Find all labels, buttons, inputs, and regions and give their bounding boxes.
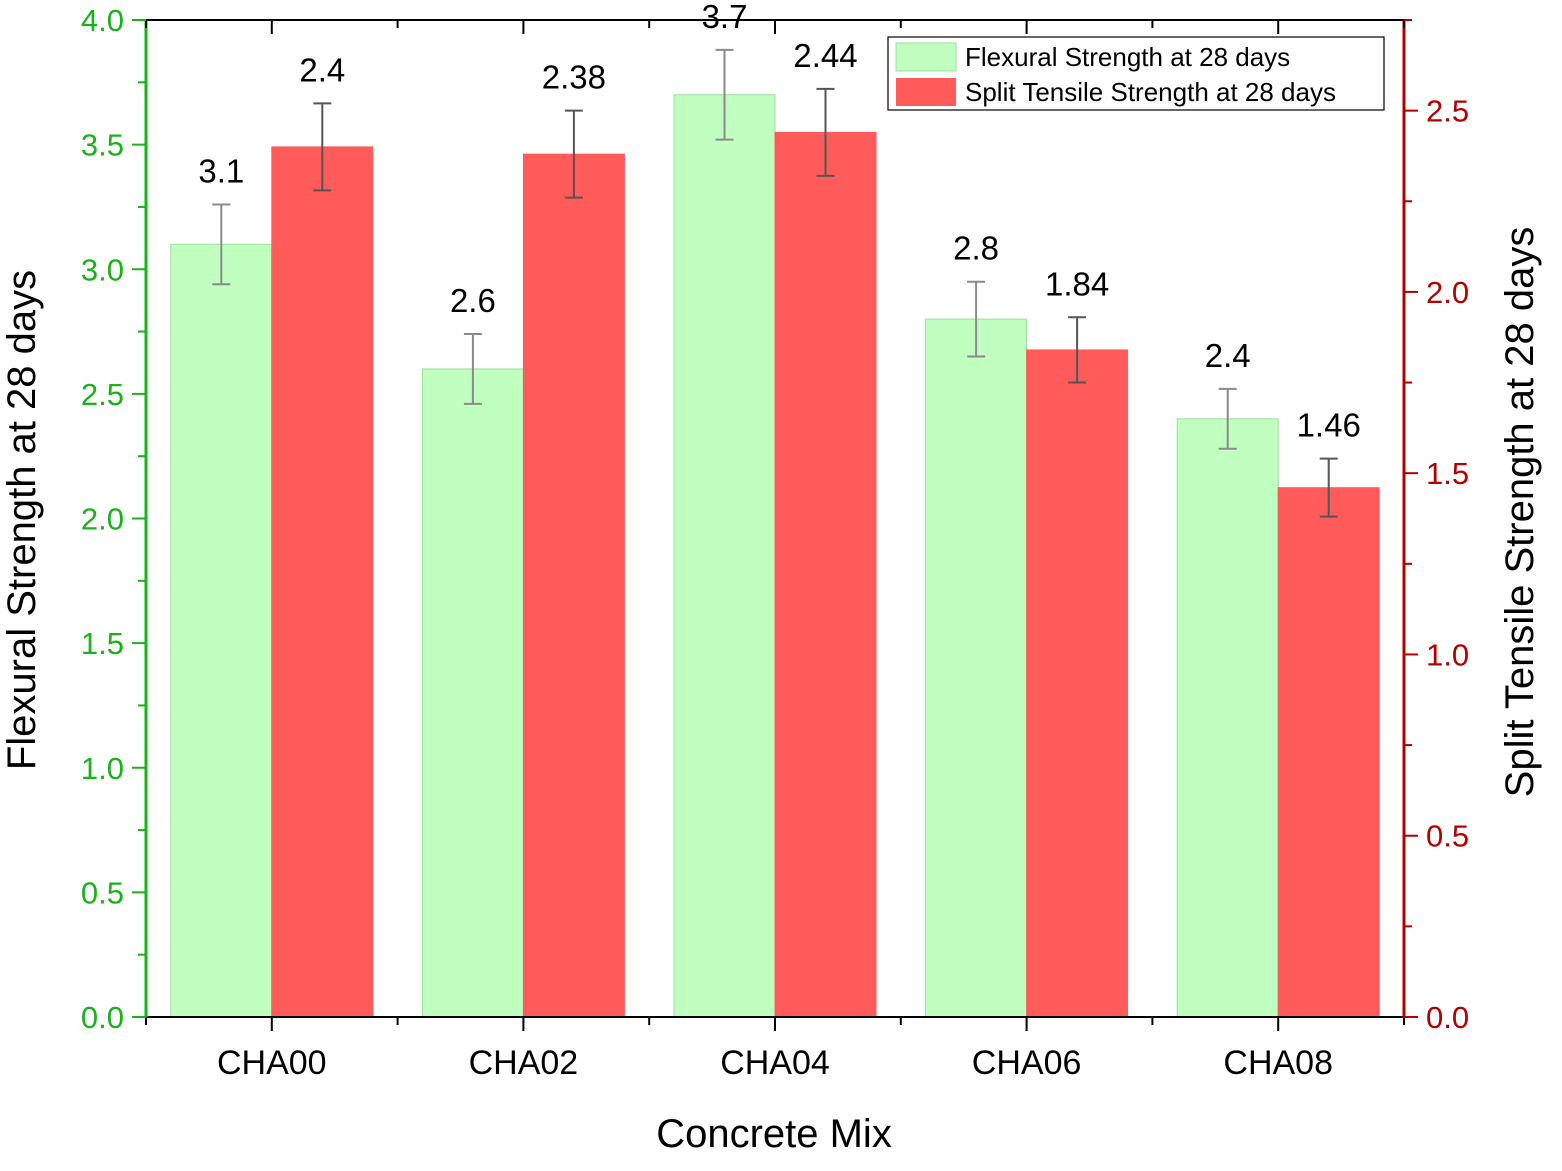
legend-swatch-split-tensile: [896, 78, 956, 106]
bar-split-tensile-cha06: [1027, 350, 1128, 1017]
left-axis-title: Flexural Strength at 28 days: [0, 270, 44, 770]
left-tick-label: 2.0: [81, 502, 124, 537]
x-tick-label-cha08: CHA08: [1223, 1044, 1333, 1082]
bar-split-tensile-cha04: [775, 132, 876, 1017]
legend-label-flexural: Flexural Strength at 28 days: [965, 42, 1290, 72]
x-axis-title: Concrete Mix: [656, 1112, 892, 1156]
legend-swatch-flexural: [896, 43, 956, 71]
data-label-split-tensile-cha00: 2.4: [299, 51, 345, 88]
data-label-flexural-cha00: 3.1: [198, 152, 244, 189]
bar-split-tensile-cha02: [523, 154, 624, 1017]
legend: Flexural Strength at 28 days Split Tensi…: [888, 37, 1384, 110]
right-tick-label: 1.0: [1426, 637, 1469, 672]
right-tick-label: 2.0: [1426, 275, 1469, 310]
left-tick-label: 2.5: [81, 377, 124, 412]
plot-area: 3.1 2.6 3.7 2.8 2.4 2.4 2.38 2.44 1.84 1.46 CHA00 C…: [81, 0, 1469, 1082]
bar-flexural-cha02: [422, 369, 523, 1017]
data-label-split-tensile-cha04: 2.44: [793, 37, 857, 74]
right-tick-label: 0.0: [1426, 1000, 1469, 1035]
left-tick-label: 0.0: [81, 1000, 124, 1035]
x-tick-label-cha02: CHA02: [469, 1044, 579, 1082]
x-tick-label-cha06: CHA06: [972, 1044, 1082, 1082]
bar-flexural-cha06: [926, 319, 1027, 1017]
left-tick-label: 0.5: [81, 875, 124, 910]
bar-flexural-cha08: [1177, 419, 1278, 1017]
right-axis-title: Split Tensile Strength at 28 days: [1498, 227, 1542, 798]
data-label-flexural-cha08: 2.4: [1205, 337, 1251, 374]
right-tick-label: 1.5: [1426, 456, 1469, 491]
bar-flexural-cha00: [171, 244, 272, 1017]
right-tick-label: 2.5: [1426, 94, 1469, 129]
data-label-flexural-cha06: 2.8: [953, 230, 999, 267]
data-label-split-tensile-cha02: 2.38: [542, 59, 606, 96]
data-label-split-tensile-cha08: 1.46: [1297, 407, 1361, 444]
data-label-flexural-cha04: 3.7: [702, 0, 748, 35]
x-tick-label-cha04: CHA04: [720, 1044, 830, 1082]
legend-label-split-tensile: Split Tensile Strength at 28 days: [965, 77, 1336, 107]
left-tick-label: 4.0: [81, 3, 124, 38]
left-tick-label: 1.5: [81, 626, 124, 661]
bar-flexural-cha04: [674, 95, 775, 1017]
left-tick-label: 3.5: [81, 128, 124, 163]
data-label-flexural-cha02: 2.6: [450, 282, 496, 319]
bar-split-tensile-cha00: [272, 147, 373, 1017]
data-label-split-tensile-cha06: 1.84: [1045, 265, 1109, 302]
x-tick-label-cha00: CHA00: [217, 1044, 327, 1082]
left-tick-label: 3.0: [81, 252, 124, 287]
bar-split-tensile-cha08: [1278, 488, 1379, 1017]
right-tick-label: 0.5: [1426, 819, 1469, 854]
left-tick-label: 1.0: [81, 751, 124, 786]
